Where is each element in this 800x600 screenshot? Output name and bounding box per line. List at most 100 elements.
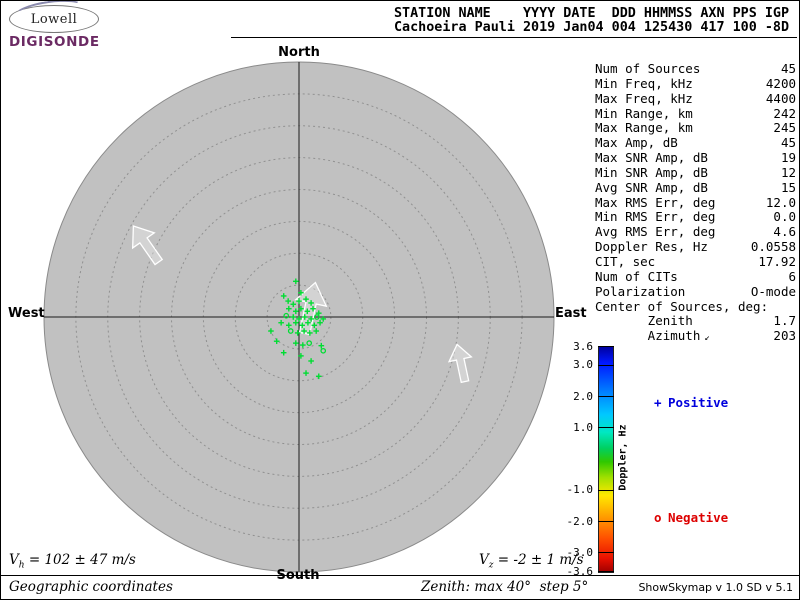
header-values-row: Cachoeira Pauli 2019 Jan04 004 125430 41…: [394, 20, 790, 35]
source-marker-positive: [300, 342, 306, 348]
source-marker-positive: [293, 319, 299, 326]
stat-label: CIT, sec: [595, 253, 656, 269]
stat-row: Min Range, km 242: [595, 105, 796, 122]
stat-label: Zenith: [595, 313, 693, 329]
source-marker-positive: [296, 298, 302, 304]
stat-value: O-mode: [750, 283, 796, 299]
colorbar-tick: [598, 521, 614, 522]
stat-row: Min SNR Amp, dB 12: [595, 164, 796, 181]
stat-value: 1.7: [773, 313, 796, 329]
source-marker-positive: [308, 358, 314, 364]
lowell-digisonde-logo: Lowell DIGISONDE: [9, 5, 100, 50]
source-marker-negative: [287, 328, 294, 334]
colorbar-tick: [598, 396, 614, 397]
source-marker-positive: [305, 319, 311, 326]
source-marker-positive: [298, 305, 304, 312]
source-marker-positive: [290, 314, 297, 320]
version-label: ShowSkymap v 1.0 SD v 5.1: [638, 581, 793, 594]
colorbar-tick-label: 3.0: [573, 358, 593, 372]
source-marker-positive: [293, 278, 299, 285]
stat-value: 4400: [765, 90, 796, 106]
stat-label: Max Freq, kHz: [595, 90, 693, 106]
colorbar-tick: [598, 489, 614, 491]
source-marker-positive: [273, 338, 280, 345]
source-marker-positive: [303, 296, 309, 302]
stat-row: Doppler Res, Hz 0.0558: [595, 239, 796, 255]
source-marker-negative: [306, 340, 313, 346]
source-marker-negative: [283, 312, 290, 319]
stat-value: 242: [773, 105, 796, 121]
source-marker-positive: [299, 322, 305, 329]
source-marker-positive: [278, 319, 284, 326]
stat-label: Min RMS Err, deg: [595, 209, 716, 225]
stat-label: Max Range, km: [595, 120, 693, 136]
colorbar-tick: [598, 571, 614, 572]
source-marker-negative: [313, 314, 320, 320]
stat-value: 45: [780, 135, 796, 151]
stat-label: Azimuth ↙: [595, 328, 710, 344]
vh-subscript: h: [18, 560, 25, 571]
logo-digisonde-text: DIGISONDE: [9, 34, 100, 50]
header-divider: [231, 37, 797, 38]
stat-label: Center of Sources, deg:: [595, 298, 769, 314]
vh-value: = 102 ± 47 m/s: [24, 552, 136, 568]
stat-row: Num of CITs 6: [595, 268, 796, 285]
stat-label: Min Freq, kHz: [595, 75, 693, 91]
source-marker-positive: [293, 308, 299, 315]
colorbar-gradient: [598, 346, 614, 573]
horizontal-velocity-annotation: Vh = 102 ± 47 m/s: [9, 552, 136, 571]
source-marker-positive: [318, 342, 325, 349]
stat-label: Min Range, km: [595, 105, 693, 121]
legend-negative: o Negative: [654, 510, 728, 525]
source-marker-positive: [315, 373, 322, 380]
stat-label: Num of CITs: [595, 268, 678, 284]
source-marker-positive: [280, 349, 287, 356]
colorbar-tick: [598, 427, 614, 429]
azimuth-direction-icon: ↙: [704, 333, 710, 344]
stat-row: Max Freq, kHz 4400: [595, 90, 796, 107]
stat-row: Avg SNR Amp, dB 15: [595, 179, 796, 196]
stat-value: 45: [780, 61, 796, 76]
compass-north-label: North: [278, 45, 320, 60]
source-marker-positive: [285, 298, 291, 304]
drift-arrow: [131, 225, 164, 266]
colorbar-tick-label: -3.0: [566, 545, 594, 559]
source-marker-positive: [298, 289, 304, 296]
stat-row: Avg RMS Err, deg 4.6: [595, 224, 796, 240]
stat-value: 4200: [765, 75, 796, 91]
stat-row: Max SNR Amp, dB 19: [595, 150, 796, 166]
stat-label: Avg RMS Err, deg: [595, 224, 716, 240]
source-marker-positive: [286, 322, 292, 329]
logo-ellipse-icon: Lowell: [9, 5, 99, 33]
source-marker-positive: [298, 353, 304, 359]
stat-value: 12.0: [765, 194, 796, 210]
stat-row: Zenith 1.7: [595, 313, 796, 329]
positive-marker-icon: +: [654, 395, 662, 410]
source-marker-positive: [317, 319, 323, 326]
stat-label: Max SNR Amp, dB: [595, 150, 708, 166]
vz-value: = -2 ± 1 m/s: [493, 552, 584, 568]
stat-row: Num of Sources 45: [595, 61, 796, 77]
source-marker-positive: [290, 301, 297, 308]
stat-row: Min RMS Err, deg 0.0: [595, 210, 796, 225]
colorbar-tick-label: -2.0: [566, 514, 594, 528]
source-marker-positive: [301, 314, 308, 320]
stat-row: Azimuth ↙ 203: [595, 328, 796, 346]
source-marker-positive: [301, 328, 307, 334]
source-marker-positive: [311, 322, 318, 329]
stat-value: 15: [780, 179, 796, 195]
source-marker-positive: [310, 305, 316, 312]
source-marker-positive: [308, 316, 314, 322]
stat-row: Polarization O-mode: [595, 283, 796, 300]
footer-divider: [1, 575, 799, 576]
source-marker-positive: [307, 330, 313, 336]
source-marker-positive: [313, 328, 320, 334]
stat-label: Doppler Res, Hz: [595, 239, 708, 255]
drift-arrow: [447, 343, 473, 384]
source-marker-positive: [286, 305, 292, 312]
vz-subscript: z: [488, 560, 494, 571]
stat-value: 12: [780, 164, 796, 180]
source-marker-positive: [303, 370, 309, 376]
coordinates-type-label: Geographic coordinates: [9, 579, 173, 595]
